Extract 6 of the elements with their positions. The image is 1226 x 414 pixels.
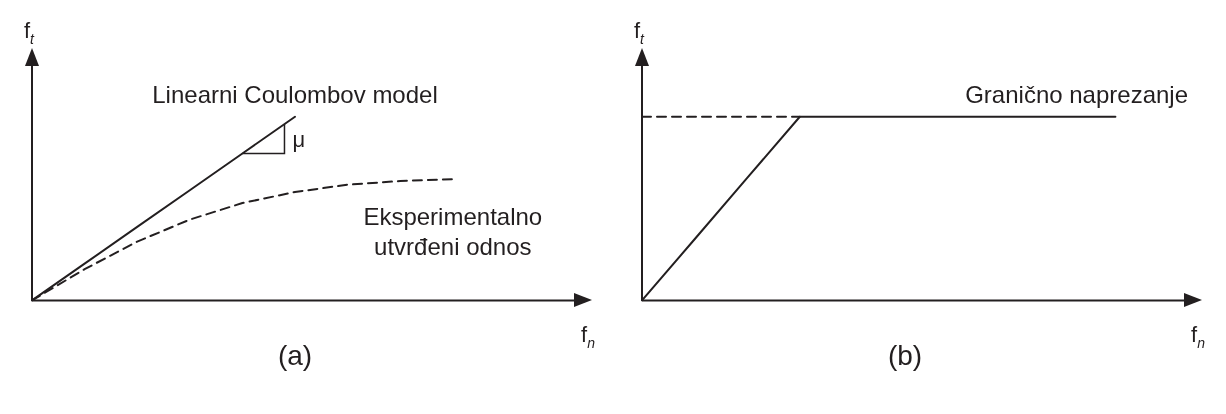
series-label: Eksperimentalno utvrđeni odnos [363,203,543,261]
series-label: Linearni Coulombov model [152,80,438,108]
annotation: μ [292,126,306,152]
text: (b) [887,339,923,371]
series-label: Granično naprezanje [965,80,1188,108]
text: (a) [277,339,313,371]
